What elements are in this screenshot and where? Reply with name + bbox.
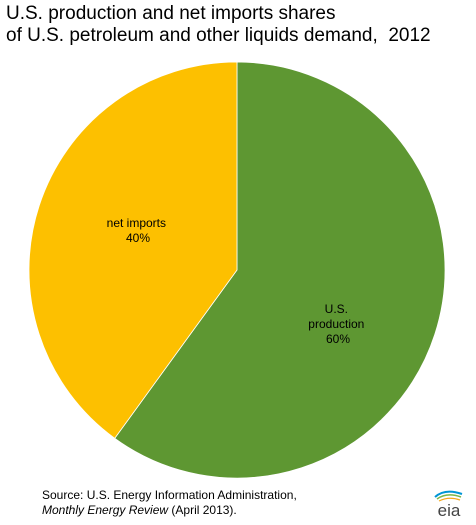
source-line-1: Source: U.S. Energy Information Administ…	[42, 488, 297, 502]
chart-title-line-2: of U.S. petroleum and other liquids dema…	[6, 25, 431, 46]
slice-label-us-production-pct: 60%	[326, 332, 350, 346]
slice-label-us-production-line-1: U.S.	[325, 302, 348, 316]
chart-title: U.S. production and net imports shares o…	[6, 3, 471, 47]
pie-slice-us-production	[114, 61, 446, 479]
eia-logo-swoosh-green	[436, 494, 462, 500]
slice-label-net-imports: net imports 40%	[107, 216, 170, 245]
slice-label-net-imports-pct: 40%	[126, 231, 150, 245]
pie-chart: U.S. production 60% net imports 40%	[28, 61, 446, 479]
slice-label-us-production: U.S. production 60%	[308, 302, 367, 346]
source-note: Source: U.S. Energy Information Administ…	[42, 488, 297, 518]
source-publication: Monthly Energy Review	[42, 503, 169, 517]
slice-label-net-imports-line-1: net imports	[107, 216, 166, 230]
pie-slice-net-imports	[28, 61, 238, 439]
eia-logo-icon: eia	[434, 490, 463, 518]
eia-logo-text: eia	[438, 501, 461, 518]
slice-label-us-production-line-2: production	[308, 317, 364, 331]
eia-logo-swoosh-blue	[434, 490, 463, 498]
source-line-2: Monthly Energy Review (April 2013).	[42, 503, 297, 518]
eia-logo-swoosh-orange	[438, 497, 461, 502]
source-suffix: (April 2013).	[168, 503, 237, 517]
chart-title-line-1: U.S. production and net imports shares	[6, 3, 336, 24]
